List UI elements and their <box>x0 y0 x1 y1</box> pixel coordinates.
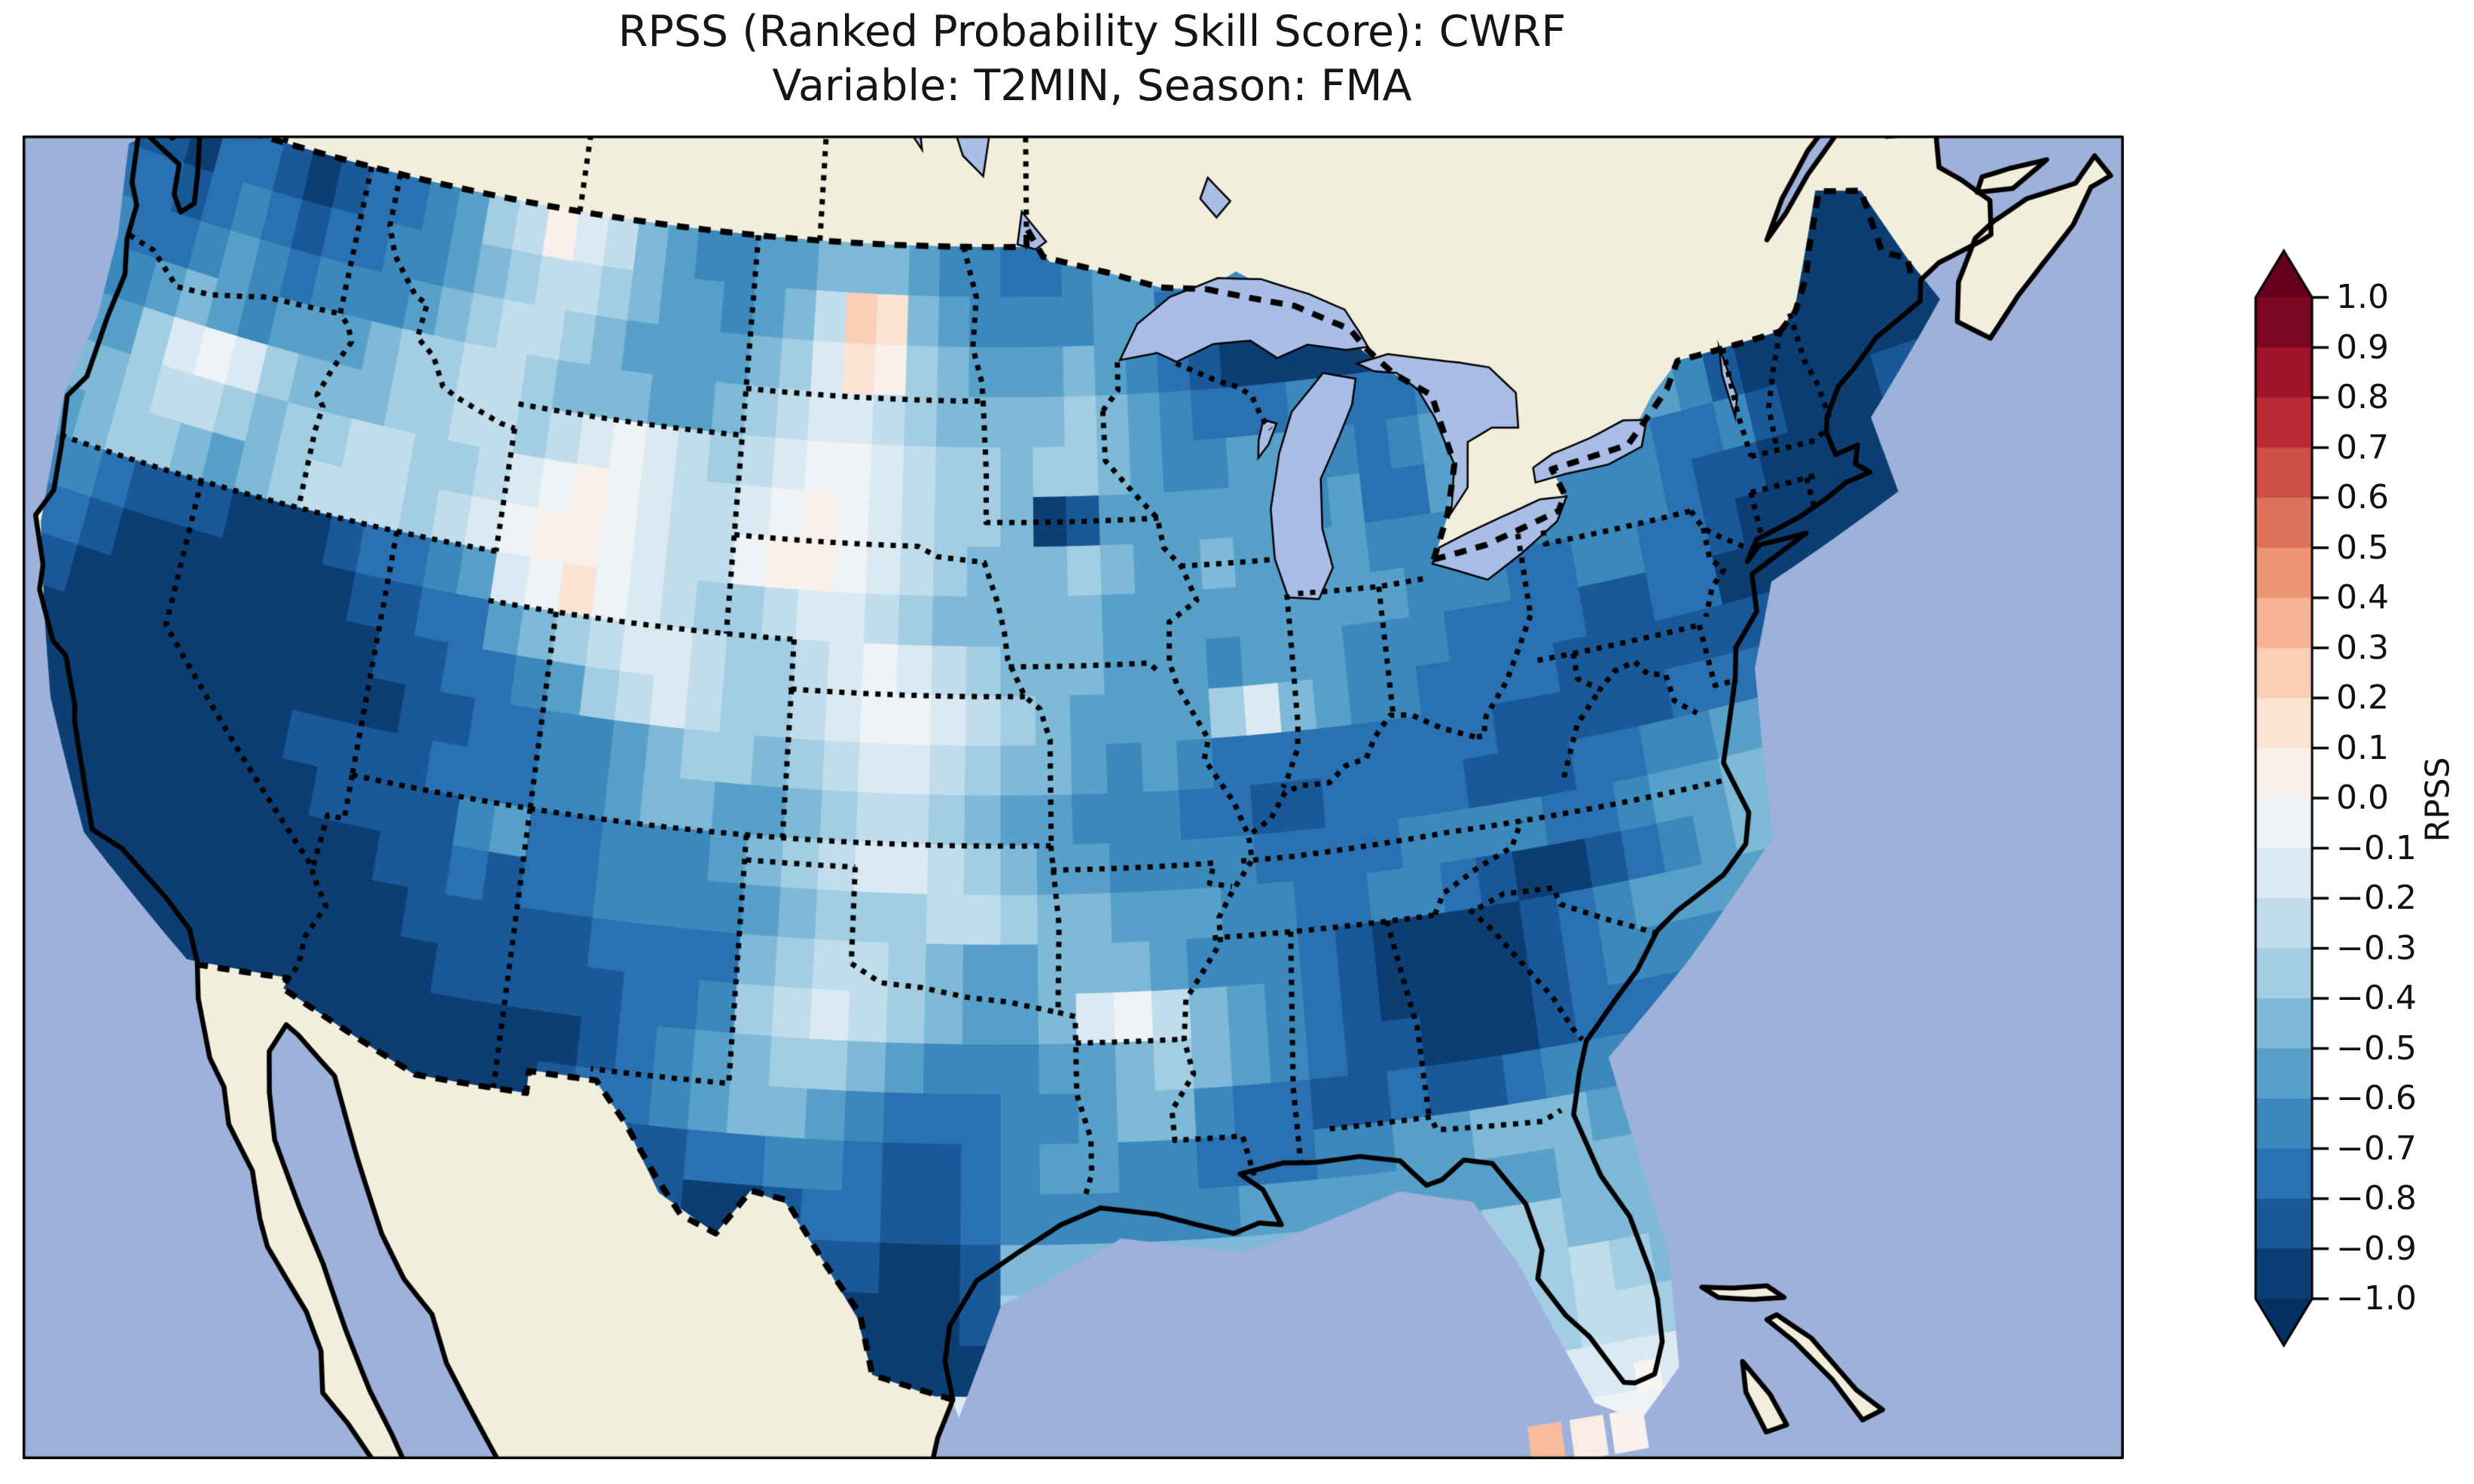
colorbar-tick-label: −0.9 <box>2336 1229 2417 1268</box>
colorbar-tick-label: 0.3 <box>2336 628 2389 667</box>
colorbar-tick-label: −0.4 <box>2336 979 2417 1017</box>
chart-title-line1: RPSS (Ranked Probability Skill Score): C… <box>618 7 1566 56</box>
colorbar-tick-label: −0.5 <box>2336 1028 2417 1068</box>
colorbar-tick-label: 0.9 <box>2336 328 2389 367</box>
colorbar-tick-label: 0.5 <box>2336 528 2389 567</box>
map-canvas <box>23 136 2124 1459</box>
colorbar-tick-label: 0.2 <box>2336 678 2389 717</box>
colorbar-tick-label: 0.1 <box>2336 728 2389 767</box>
colorbar-tick-label: −0.8 <box>2336 1179 2417 1217</box>
chart-title: RPSS (Ranked Probability Skill Score): C… <box>618 5 1566 113</box>
colorbar-tick-label: 0.6 <box>2336 478 2389 517</box>
colorbar-tick-label: 0.0 <box>2336 779 2389 817</box>
colorbar-tick-label: 0.8 <box>2336 378 2389 416</box>
colorbar-canvas <box>2222 226 2474 1400</box>
colorbar-tick-label: −0.6 <box>2336 1079 2417 1117</box>
colorbar-axis-label: RPSS <box>2418 757 2457 843</box>
colorbar-tick-label: −1.0 <box>2336 1279 2417 1318</box>
colorbar-tick-label: −0.1 <box>2336 828 2417 867</box>
colorbar-tick-label: −0.2 <box>2336 879 2417 917</box>
colorbar-tick-label: −0.3 <box>2336 928 2417 967</box>
colorbar-tick-label: 0.7 <box>2336 428 2389 467</box>
colorbar-tick-label: 1.0 <box>2336 278 2389 316</box>
chart-title-line2: Variable: T2MIN, Season: FMA <box>772 61 1412 111</box>
colorbar-tick-label: 0.4 <box>2336 578 2389 617</box>
colorbar-tick-label: −0.7 <box>2336 1129 2417 1168</box>
